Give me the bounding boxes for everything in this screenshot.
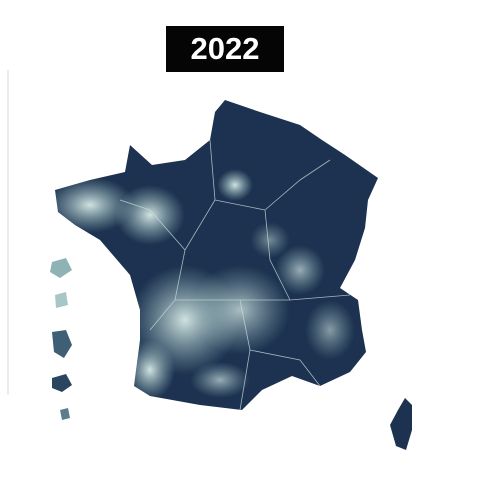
year-label: 2022 bbox=[166, 26, 284, 72]
overseas bbox=[50, 258, 72, 420]
corsica bbox=[390, 398, 412, 450]
france-mainland bbox=[55, 100, 378, 410]
